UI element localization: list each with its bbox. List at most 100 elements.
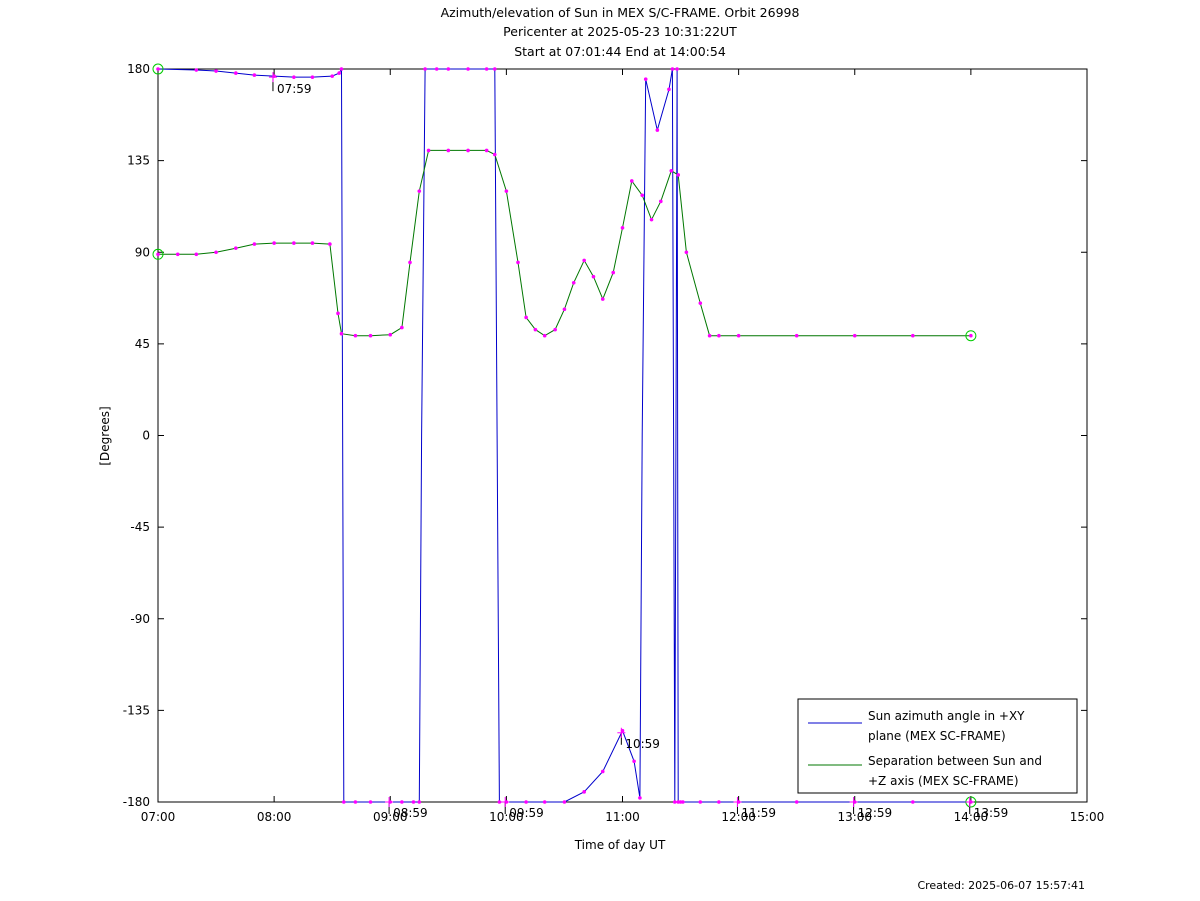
data-point-marker bbox=[571, 280, 576, 285]
legend-label-azimuth-1: Sun azimuth angle in +XY bbox=[868, 709, 1025, 723]
data-point-marker bbox=[600, 769, 605, 774]
data-point-marker bbox=[339, 331, 344, 336]
data-point-marker bbox=[234, 71, 238, 75]
data-point-marker bbox=[214, 69, 218, 73]
data-point-marker bbox=[368, 333, 373, 338]
data-point-marker bbox=[600, 297, 605, 301]
data-point-marker bbox=[194, 68, 199, 72]
data-point-marker bbox=[292, 241, 296, 245]
x-tick-label: 09:00 bbox=[373, 810, 408, 824]
data-point-marker bbox=[582, 790, 586, 794]
y-tick-label: 90 bbox=[135, 245, 150, 259]
data-point-marker bbox=[484, 67, 489, 71]
annotations-layer: 07:59 08:59 09:59 10:59 11:59 12:59 13:59 bbox=[268, 72, 1008, 820]
endpoint-circle bbox=[152, 248, 164, 260]
data-point-marker bbox=[542, 800, 547, 804]
annotation-label: 07:59 bbox=[277, 82, 312, 96]
data-point-marker bbox=[252, 73, 257, 77]
data-point-marker bbox=[643, 77, 648, 81]
x-tick-label: 10:00 bbox=[489, 810, 524, 824]
annotation-label: 12:59 bbox=[858, 806, 893, 820]
data-point-marker bbox=[156, 252, 160, 257]
data-point-marker bbox=[562, 307, 567, 312]
data-point-marker bbox=[466, 67, 470, 71]
chart-subtitle-1: Pericenter at 2025-05-23 10:31:22UT bbox=[503, 24, 737, 39]
data-point-marker bbox=[426, 148, 431, 153]
data-point-marker bbox=[434, 67, 439, 71]
annotation-label: 09:59 bbox=[509, 806, 544, 820]
data-point-marker bbox=[632, 759, 636, 764]
data-point-marker bbox=[542, 333, 547, 338]
data-point-marker bbox=[368, 800, 373, 804]
data-point-marker bbox=[655, 128, 660, 132]
data-point-marker bbox=[736, 333, 741, 338]
data-point-marker bbox=[337, 71, 341, 75]
data-point-marker bbox=[562, 800, 567, 804]
data-point-marker bbox=[492, 67, 497, 71]
plot-frame bbox=[157, 68, 1088, 803]
x-tick-label: 15:00 bbox=[1070, 810, 1105, 824]
markers-layer bbox=[152, 63, 977, 808]
data-point-marker bbox=[272, 241, 276, 245]
data-point-marker bbox=[492, 152, 497, 157]
data-point-marker bbox=[670, 67, 675, 71]
data-point-marker bbox=[659, 199, 663, 204]
annotation-label: 08:59 bbox=[393, 806, 428, 820]
y-tick-label: 45 bbox=[135, 337, 150, 351]
legend-label-separation-1: Separation between Sun and bbox=[868, 754, 1042, 768]
x-tick-label: 14:00 bbox=[954, 810, 989, 824]
data-point-marker bbox=[852, 333, 857, 338]
data-point-marker bbox=[194, 252, 199, 257]
data-point-marker bbox=[330, 74, 334, 78]
x-tick-label: 13:00 bbox=[837, 810, 872, 824]
data-point-marker bbox=[620, 226, 625, 230]
y-tick-label: 180 bbox=[127, 62, 150, 76]
data-point-marker bbox=[292, 75, 296, 79]
series-line-azimuth bbox=[157, 67, 971, 803]
data-point-marker bbox=[214, 250, 218, 255]
chart-title: Azimuth/elevation of Sun in MEX S/C-FRAM… bbox=[441, 5, 800, 20]
data-point-marker bbox=[640, 193, 645, 198]
data-point-marker bbox=[533, 327, 538, 332]
series-layer bbox=[157, 67, 971, 803]
data-point-marker bbox=[310, 75, 315, 79]
y-tick-label: -45 bbox=[130, 520, 150, 534]
y-tick-label: 0 bbox=[142, 429, 150, 443]
chart-subtitle-2: Start at 07:01:44 End at 14:00:54 bbox=[514, 44, 726, 59]
data-point-marker bbox=[417, 800, 422, 804]
data-point-marker bbox=[649, 217, 654, 222]
data-point-marker bbox=[484, 148, 489, 153]
legend-box bbox=[797, 698, 1078, 794]
data-point-marker bbox=[497, 800, 502, 804]
endpoint-circle bbox=[152, 63, 164, 75]
data-point-marker bbox=[252, 242, 257, 246]
data-point-marker bbox=[638, 796, 642, 800]
data-point-marker bbox=[400, 800, 404, 804]
data-point-marker bbox=[524, 315, 528, 320]
data-point-marker bbox=[156, 67, 160, 71]
y-tick-label: 135 bbox=[127, 154, 150, 168]
x-tick-label: 12:00 bbox=[721, 810, 756, 824]
endpoint-circle bbox=[965, 330, 977, 342]
data-point-marker bbox=[591, 274, 596, 279]
data-point-marker bbox=[408, 260, 412, 265]
data-point-marker bbox=[400, 325, 404, 330]
data-point-marker bbox=[339, 67, 344, 71]
data-point-marker bbox=[553, 327, 557, 332]
data-point-marker bbox=[681, 800, 685, 804]
data-point-marker bbox=[611, 270, 616, 275]
data-point-marker bbox=[423, 67, 427, 71]
data-point-marker bbox=[388, 332, 393, 337]
data-point-marker bbox=[911, 333, 915, 338]
data-point-marker bbox=[524, 800, 528, 804]
data-point-marker bbox=[504, 189, 509, 193]
data-point-marker bbox=[794, 800, 799, 804]
data-point-marker bbox=[794, 333, 799, 338]
created-footer: Created: 2025-06-07 15:57:41 bbox=[917, 879, 1085, 892]
data-point-marker bbox=[698, 301, 703, 305]
data-point-marker bbox=[676, 173, 681, 177]
data-point-marker bbox=[310, 241, 315, 245]
legend-label-separation-2: +Z axis (MEX SC-FRAME) bbox=[868, 774, 1019, 788]
x-tick-label: 08:00 bbox=[257, 810, 292, 824]
